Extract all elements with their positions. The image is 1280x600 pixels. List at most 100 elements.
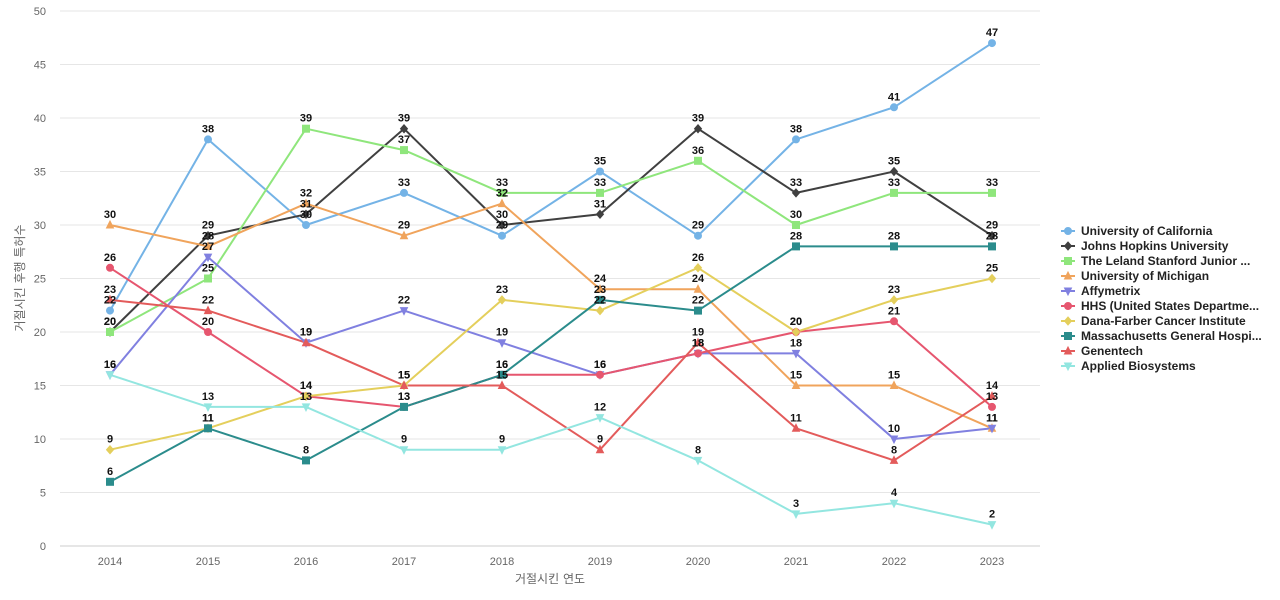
data-point [106, 263, 114, 272]
data-point [791, 380, 801, 389]
data-point [987, 521, 997, 530]
data-label: 16 [104, 359, 116, 371]
legend-item[interactable]: University of Michigan [1061, 269, 1209, 283]
data-label: 41 [888, 91, 900, 103]
data-point [988, 242, 996, 251]
data-point [987, 391, 997, 400]
data-point [693, 337, 703, 347]
legend-label: Affymetrix [1081, 284, 1141, 298]
data-label: 3 [793, 498, 799, 510]
data-point [399, 446, 409, 455]
data-point [203, 253, 213, 263]
data-label: 33 [594, 177, 606, 189]
data-label: 21 [888, 305, 900, 317]
data-label: 22 [692, 295, 704, 307]
x-tick-label: 2021 [784, 556, 808, 568]
data-point [203, 230, 213, 241]
data-label: 15 [398, 370, 410, 382]
data-label: 28 [986, 230, 998, 242]
data-label: 37 [398, 134, 410, 146]
data-point [106, 477, 114, 486]
data-point [596, 167, 604, 176]
legend-label: University of Michigan [1081, 269, 1209, 283]
data-label: 30 [104, 209, 116, 221]
legend-item[interactable]: HHS (United States Departme... [1061, 299, 1259, 313]
legend-item[interactable]: Johns Hopkins University [1061, 239, 1229, 253]
legend-label: University of California [1081, 224, 1213, 238]
data-label: 13 [202, 391, 214, 403]
x-tick-label: 2022 [882, 556, 906, 568]
data-point [497, 295, 507, 305]
data-point [987, 424, 997, 434]
data-point [792, 135, 800, 144]
legend-item[interactable]: The Leland Stanford Junior ... [1061, 254, 1250, 268]
data-label: 29 [692, 220, 704, 232]
data-point [595, 209, 605, 220]
data-point [791, 510, 801, 520]
legend-marker [1063, 287, 1073, 297]
data-point [596, 188, 604, 197]
series-lines [109, 42, 993, 526]
data-point [106, 328, 114, 336]
legend-item[interactable]: Affymetrix [1061, 284, 1141, 298]
data-label: 13 [300, 391, 312, 403]
data-point [497, 339, 507, 348]
data-point [987, 273, 997, 284]
data-point [498, 231, 506, 240]
legend-item[interactable]: Applied Biosystems [1061, 359, 1196, 373]
data-label: 29 [202, 220, 214, 232]
data-point [693, 456, 703, 466]
series-line [109, 245, 992, 483]
data-label: 26 [104, 252, 116, 264]
x-tick-label: 2018 [490, 556, 514, 568]
data-label: 33 [888, 177, 900, 189]
data-label: 36 [692, 145, 704, 157]
series-markers [105, 39, 997, 530]
legend-marker [1063, 270, 1073, 280]
data-label: 24 [692, 273, 705, 285]
data-label: 18 [790, 337, 802, 349]
data-point [400, 146, 408, 155]
data-point [890, 103, 898, 112]
data-label: 8 [695, 444, 701, 456]
data-label: 13 [398, 391, 410, 403]
data-point [890, 317, 898, 326]
data-point [791, 327, 801, 337]
data-label: 22 [594, 295, 606, 307]
legend-item[interactable]: Dana-Farber Cancer Institute [1061, 314, 1246, 328]
x-tick-label: 2020 [686, 556, 710, 568]
data-label: 23 [594, 284, 606, 296]
data-label: 39 [398, 113, 410, 125]
data-label: 11 [202, 412, 214, 424]
data-label: 30 [790, 209, 802, 221]
data-label: 24 [594, 273, 607, 285]
data-label: 38 [202, 123, 214, 135]
y-axis-title: 거절시킨 후행 특허수 [12, 225, 27, 332]
series-line [109, 127, 992, 333]
data-label: 19 [300, 327, 312, 339]
y-tick-label: 35 [34, 167, 46, 179]
legend-item[interactable]: Genentech [1061, 344, 1143, 358]
data-point [400, 188, 408, 197]
legend-item[interactable]: University of California [1061, 224, 1213, 238]
data-label: 28 [888, 230, 900, 242]
legend-marker [1064, 332, 1072, 340]
data-label: 30 [300, 209, 312, 221]
data-point [498, 188, 506, 197]
legend-item[interactable]: Massachusetts General Hospi... [1061, 329, 1262, 343]
x-tick-label: 2014 [98, 556, 122, 568]
data-label: 23 [496, 284, 508, 296]
legend-marker [1063, 241, 1073, 251]
x-axis-title: 거절시킨 연도 [515, 572, 585, 586]
data-point [301, 391, 311, 401]
data-label: 9 [107, 434, 113, 446]
data-point [596, 370, 604, 379]
series-line [109, 202, 993, 430]
data-point [399, 380, 409, 389]
legend-label: Johns Hopkins University [1081, 239, 1229, 253]
data-label: 9 [401, 434, 407, 446]
data-point [105, 294, 115, 304]
data-point [988, 188, 996, 197]
